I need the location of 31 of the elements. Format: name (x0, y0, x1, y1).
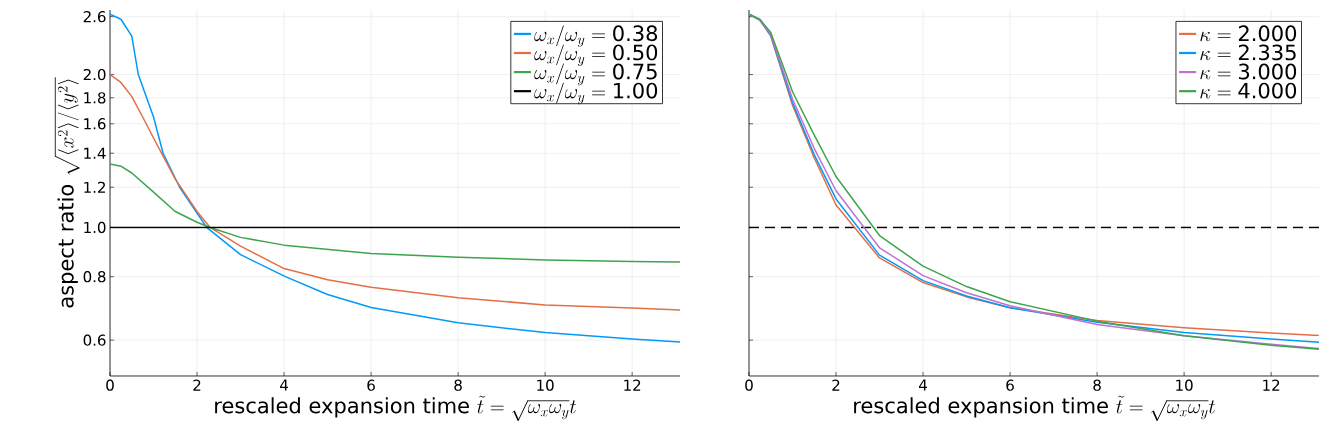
y-tick-label: 1.2 (84, 181, 105, 193)
y-tick-label: 1.4 (84, 147, 106, 159)
x-tick-label: 10 (1176, 379, 1193, 391)
y-axis-title: $\text{aspect ratio }\sqrt{\langle x^2\rangle/\langle y^2\rangle}$ (54, 77, 80, 308)
legend-label: $\kappa = \text{4.000}$ (1200, 82, 1297, 99)
x-tick-label: 10 (537, 379, 554, 391)
x-tick-label: 4 (919, 379, 927, 391)
y-tick-label: 0.8 (83, 271, 106, 283)
x-tick-label: 12 (624, 379, 641, 391)
x-tick-label: 0 (745, 379, 753, 391)
y-tick-label: 1.6 (84, 118, 106, 130)
x-tick-label: 4 (280, 379, 288, 391)
x-tick-label: 6 (367, 379, 375, 391)
x-tick-label: 2 (193, 379, 201, 391)
x-tick-label: 6 (1006, 379, 1014, 391)
legend-label: $\kappa = \text{2.335}$ (1200, 44, 1296, 61)
y-tick-label: 2.6 (83, 11, 106, 23)
x-tick-label: 2 (832, 379, 840, 391)
x-tick-label: 0 (106, 379, 114, 391)
legend-label: $\kappa = \text{2.000}$ (1200, 25, 1297, 42)
line-series (110, 163, 680, 263)
x-axis-title: $\text{rescaled expansion time }\tilde{t} = \sqrt{\omega_x\omega_y}t$ (215, 395, 577, 422)
x-tick-label: 8 (1093, 379, 1101, 391)
y-tick-label: 2.0 (83, 68, 106, 81)
x-axis-title: $\text{rescaled expansion time }\tilde{t} = \sqrt{\omega_x\omega_y}t$ (854, 395, 1216, 422)
legend-label: $\kappa = \text{3.000}$ (1200, 63, 1297, 80)
y-tick-label: 0.6 (83, 334, 106, 346)
x-tick-label: 12 (1263, 379, 1280, 391)
x-tick-label: 8 (454, 379, 462, 391)
y-tick-label: 1.0 (84, 221, 106, 234)
y-tick-label: 1.8 (84, 92, 106, 104)
